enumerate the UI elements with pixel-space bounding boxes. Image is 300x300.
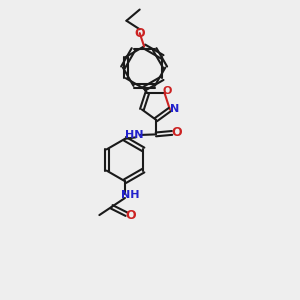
Text: O: O (171, 126, 181, 140)
Text: O: O (125, 209, 136, 222)
Text: O: O (162, 86, 172, 96)
Text: N: N (170, 104, 179, 114)
Text: HN: HN (124, 130, 143, 140)
Text: O: O (134, 27, 145, 40)
Text: NH: NH (121, 190, 140, 200)
